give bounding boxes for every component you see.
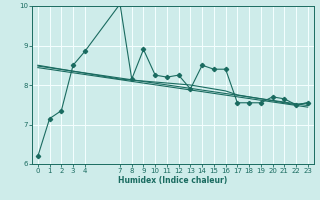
X-axis label: Humidex (Indice chaleur): Humidex (Indice chaleur)	[118, 176, 228, 185]
